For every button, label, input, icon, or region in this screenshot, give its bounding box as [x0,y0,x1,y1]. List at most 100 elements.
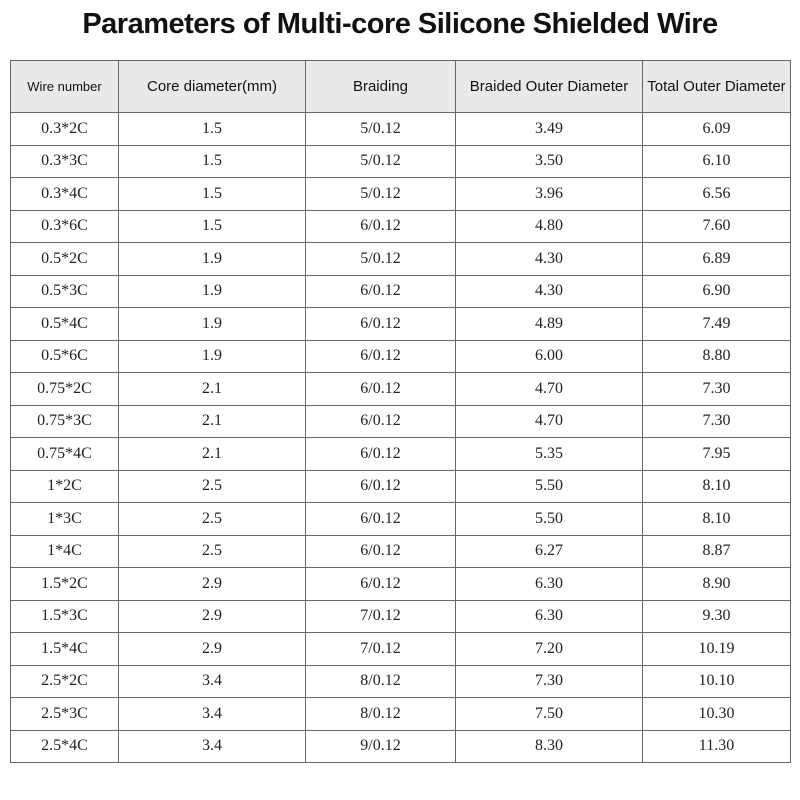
column-header: Braided Outer Diameter [455,60,643,113]
table-cell: 5.50 [455,469,643,503]
table-cell: 1.9 [118,339,306,373]
table-cell: 2.1 [118,404,306,438]
column-header: Braiding [305,60,456,113]
table-cell: 3.4 [118,697,306,731]
table-cell: 8.80 [642,339,791,373]
table-cell: 2.1 [118,437,306,471]
table-cell: 8/0.12 [305,664,456,698]
table-cell: 8/0.12 [305,697,456,731]
table-cell: 5.35 [455,437,643,471]
table-cell: 2.5*3C [10,697,119,731]
table-cell: 3.4 [118,664,306,698]
table-cell: 1.9 [118,274,306,308]
table-cell: 1*2C [10,469,119,503]
table-cell: 2.1 [118,372,306,406]
table-row: 2.5*3C 3.4 8/0.12 7.50 10.30 [10,697,791,731]
header-row: Wire number Core diameter(mm) Braiding Brai… [10,60,791,113]
table-row: 0.75*4C 2.1 6/0.12 5.35 7.95 [10,437,791,471]
table-cell: 6/0.12 [305,274,456,308]
table-cell: 11.30 [642,729,791,763]
table-cell: 10.19 [642,632,791,666]
table-cell: 4.80 [455,209,643,243]
table-cell: 2.9 [118,632,306,666]
table-cell: 7.60 [642,209,791,243]
table-cell: 5/0.12 [305,242,456,276]
table-cell: 7.95 [642,437,791,471]
table-body: 0.3*2C 1.5 5/0.12 3.49 6.09 0.3*3C 1.5 5/0.12 3.… [10,112,791,763]
table-cell: 7.30 [455,664,643,698]
title: Parameters of Multi-core Silicone Shield… [82,8,718,40]
table-cell: 0.5*2C [10,242,119,276]
table-cell: 0.3*2C [10,112,119,146]
table-cell: 7.30 [642,372,791,406]
table-cell: 6.30 [455,567,643,601]
table-cell: 6/0.12 [305,307,456,341]
table-cell: 4.70 [455,404,643,438]
table-cell: 0.3*4C [10,177,119,211]
table-cell: 1.9 [118,242,306,276]
table-cell: 1.5 [118,144,306,178]
table-cell: 1*3C [10,502,119,536]
table-cell: 6.30 [455,599,643,633]
table-cell: 1.5*2C [10,567,119,601]
table-cell: 5/0.12 [305,112,456,146]
table-row: 0.3*2C 1.5 5/0.12 3.49 6.09 [10,112,791,146]
table-row: 1.5*2C 2.9 6/0.12 6.30 8.90 [10,567,791,601]
table-cell: 2.5 [118,502,306,536]
table-cell: 5/0.12 [305,144,456,178]
table-cell: 8.30 [455,729,643,763]
table-cell: 1.5*3C [10,599,119,633]
table-cell: 1.5*4C [10,632,119,666]
table-cell: 8.90 [642,567,791,601]
table-cell: 0.5*6C [10,339,119,373]
table-cell: 6.56 [642,177,791,211]
table-cell: 5.50 [455,502,643,536]
table-cell: 0.75*2C [10,372,119,406]
table-cell: 0.75*3C [10,404,119,438]
table-cell: 1*4C [10,534,119,568]
table-cell: 2.5 [118,469,306,503]
table-row: 1*2C 2.5 6/0.12 5.50 8.10 [10,469,791,503]
table-cell: 2.5*2C [10,664,119,698]
table-cell: 6.27 [455,534,643,568]
table-cell: 6/0.12 [305,437,456,471]
table-cell: 4.89 [455,307,643,341]
table-cell: 3.96 [455,177,643,211]
table-cell: 0.3*3C [10,144,119,178]
table-row: 1*4C 2.5 6/0.12 6.27 8.87 [10,534,791,568]
table-cell: 10.30 [642,697,791,731]
table-cell: 6/0.12 [305,339,456,373]
table-row: 2.5*4C 3.4 9/0.12 8.30 11.30 [10,729,791,763]
table-cell: 4.30 [455,274,643,308]
table-cell: 6/0.12 [305,372,456,406]
table-row: 2.5*2C 3.4 8/0.12 7.30 10.10 [10,664,791,698]
table-cell: 6/0.12 [305,534,456,568]
table-cell: 6/0.12 [305,502,456,536]
table-cell: 6.90 [642,274,791,308]
table-cell: 9.30 [642,599,791,633]
table-cell: 8.87 [642,534,791,568]
table-row: 0.5*4C 1.9 6/0.12 4.89 7.49 [10,307,791,341]
table-row: 0.75*2C 2.1 6/0.12 4.70 7.30 [10,372,791,406]
table-cell: 6/0.12 [305,404,456,438]
table-cell: 0.5*4C [10,307,119,341]
table-cell: 1.5 [118,209,306,243]
table-cell: 8.10 [642,502,791,536]
table-row: 1.5*4C 2.9 7/0.12 7.20 10.19 [10,632,791,666]
table-cell: 1.5 [118,177,306,211]
table-cell: 2.5 [118,534,306,568]
table-cell: 4.30 [455,242,643,276]
table-cell: 9/0.12 [305,729,456,763]
table-cell: 1.9 [118,307,306,341]
table-cell: 0.3*6C [10,209,119,243]
table-cell: 4.70 [455,372,643,406]
table-row: 0.3*4C 1.5 5/0.12 3.96 6.56 [10,177,791,211]
table-row: 0.3*3C 1.5 5/0.12 3.50 6.10 [10,144,791,178]
table-cell: 1.5 [118,112,306,146]
table-cell: 7/0.12 [305,599,456,633]
table-cell: 3.4 [118,729,306,763]
table-row: 1*3C 2.5 6/0.12 5.50 8.10 [10,502,791,536]
table-cell: 6.89 [642,242,791,276]
table-cell: 6/0.12 [305,567,456,601]
